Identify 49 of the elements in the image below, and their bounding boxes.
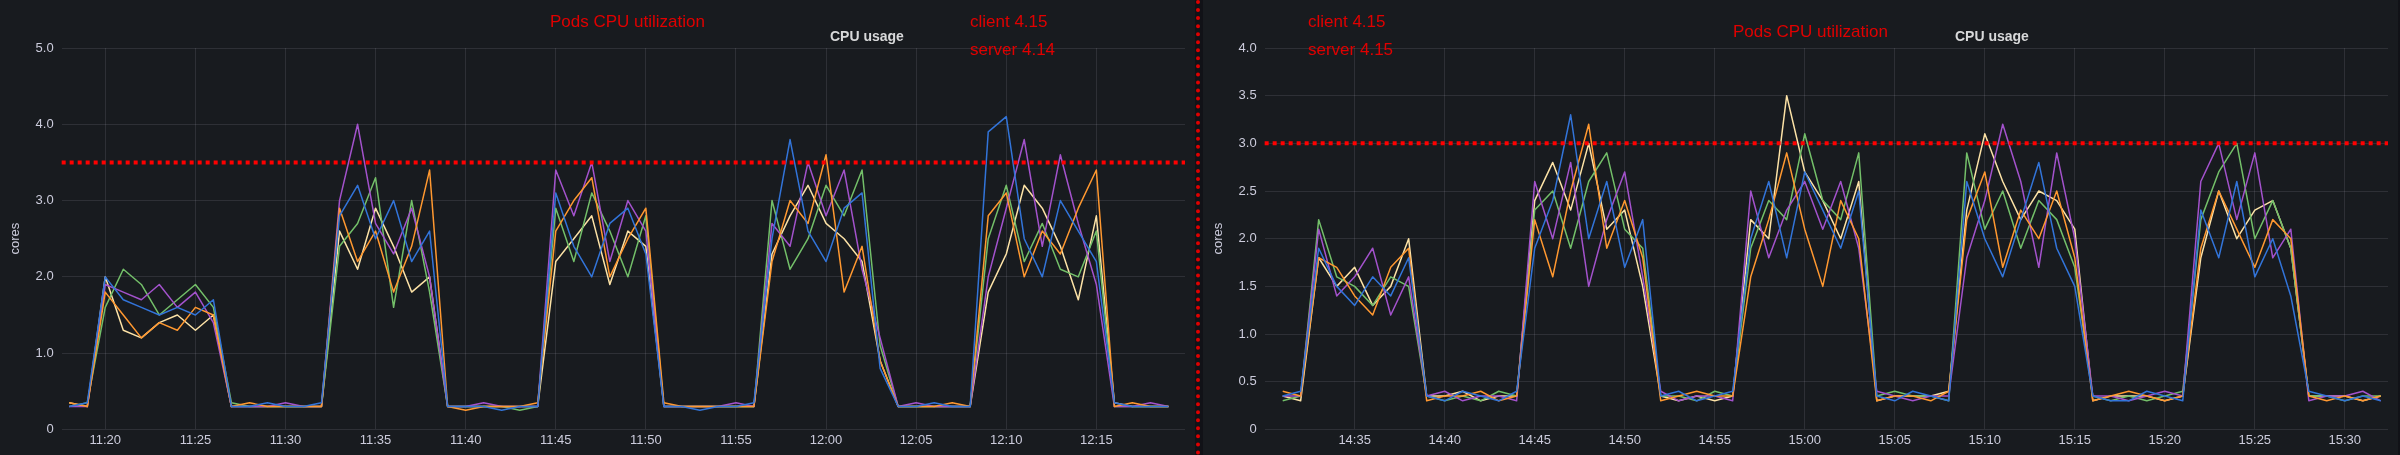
text: Pods CPU utilization	[1733, 22, 1888, 42]
y-tick-label: 3.5	[1238, 87, 1257, 103]
y-tick-label: 3.0	[1238, 134, 1257, 150]
x-tick-label: 11:25	[179, 431, 212, 447]
y-tick-label: 1.0	[1238, 325, 1257, 341]
y-tick-label: 2.0	[35, 268, 54, 284]
x-tick-label: 15:00	[1788, 431, 1822, 447]
x-tick-label: 15:05	[1878, 431, 1911, 447]
x-tick-label: 12:10	[990, 431, 1023, 447]
y-tick-label: 2.0	[1238, 230, 1257, 246]
y-tick-label: 0.5	[1238, 373, 1257, 389]
x-tick-label: 11:20	[89, 431, 122, 447]
x-tick-label: 14:40	[1428, 431, 1461, 447]
y-tick-label: 3.0	[35, 192, 54, 208]
chart-title: CPU usage	[830, 28, 904, 44]
annotation: server 4.14	[970, 40, 1056, 60]
text: Pods CPU utilization	[550, 12, 705, 32]
x-tick-label: 11:35	[359, 431, 392, 447]
x-tick-label: 12:00	[809, 431, 843, 447]
x-tick-label: 15:25	[2238, 431, 2272, 447]
x-tick-label: 14:55	[1698, 431, 1732, 447]
x-tick-label: 11:55	[720, 431, 752, 447]
x-tick-label: 11:50	[630, 431, 662, 447]
x-tick-label: 14:45	[1518, 431, 1551, 447]
y-tick-label: 5.0	[35, 39, 54, 55]
x-tick-label: 14:35	[1338, 431, 1371, 447]
x-tick-label: 15:15	[2058, 431, 2092, 447]
x-tick-label: 11:30	[269, 431, 302, 447]
x-tick-label: 14:50	[1608, 431, 1641, 447]
x-tick-label: 12:05	[899, 431, 933, 447]
y-tick-label: 0	[1249, 420, 1257, 436]
y-tick-label: 2.5	[1238, 182, 1257, 198]
y-tick-label: 4.0	[1238, 39, 1257, 55]
x-tick-label: 15:10	[1968, 431, 2002, 447]
chart-title: CPU usage	[1955, 28, 2029, 44]
y-tick-label: 4.0	[35, 115, 54, 131]
x-tick-label: 15:30	[2328, 431, 2362, 447]
text: client 4.15	[1308, 12, 1386, 32]
y-tick-label: 0	[46, 420, 54, 436]
y-tick-label: 1.5	[1238, 277, 1257, 293]
text: client 4.15	[970, 12, 1048, 32]
y-tick-label: 1.0	[35, 344, 54, 360]
y-axis-title: cores	[1210, 222, 1226, 255]
x-tick-label: 15:20	[2148, 431, 2182, 447]
x-tick-label: 11:40	[449, 431, 482, 447]
annotation: server 4.15	[1308, 40, 1394, 60]
x-tick-label: 11:45	[539, 431, 572, 447]
y-axis-title: cores	[7, 222, 23, 255]
x-tick-label: 12:15	[1080, 431, 1113, 447]
